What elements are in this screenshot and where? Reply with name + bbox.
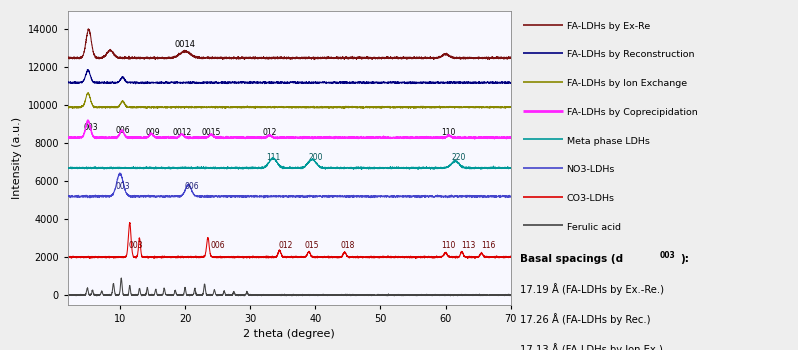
Text: 17.19 Å (FA-LDHs by Ex.-Re.): 17.19 Å (FA-LDHs by Ex.-Re.) (520, 284, 664, 295)
Text: 110: 110 (441, 128, 456, 137)
Text: Ferulic acid: Ferulic acid (567, 223, 621, 232)
Text: NO3-LDHs: NO3-LDHs (567, 165, 615, 174)
Text: 17.13 Å (FA-LDHs by Ion Ex.): 17.13 Å (FA-LDHs by Ion Ex.) (520, 343, 663, 350)
Text: 0015: 0015 (201, 128, 221, 137)
Text: 116: 116 (480, 240, 495, 250)
Text: 018: 018 (341, 240, 355, 250)
Text: 111: 111 (266, 153, 280, 162)
Text: 110: 110 (441, 240, 456, 250)
Text: 012: 012 (263, 128, 277, 137)
Text: 220: 220 (452, 153, 466, 162)
Text: FA-LDHs by Ion Exchange: FA-LDHs by Ion Exchange (567, 79, 687, 88)
Text: 009: 009 (145, 128, 160, 137)
Text: FA-LDHs by Coprecipidation: FA-LDHs by Coprecipidation (567, 108, 697, 117)
Text: Meta phase LDHs: Meta phase LDHs (567, 136, 650, 146)
X-axis label: 2 theta (degree): 2 theta (degree) (243, 329, 335, 339)
Text: Basal spacings (d: Basal spacings (d (520, 254, 623, 264)
Text: 003: 003 (660, 251, 676, 260)
Text: 0012: 0012 (172, 128, 192, 137)
Y-axis label: Intensity (a.u.): Intensity (a.u.) (13, 117, 22, 198)
Text: FA-LDHs by Ex-Re: FA-LDHs by Ex-Re (567, 22, 650, 31)
Text: 015: 015 (305, 240, 319, 250)
Text: 006: 006 (211, 240, 225, 250)
Text: 113: 113 (461, 240, 476, 250)
Text: 003: 003 (129, 240, 144, 250)
Text: 006: 006 (184, 182, 199, 191)
Text: ):: ): (680, 254, 689, 264)
Text: FA-LDHs by Reconstruction: FA-LDHs by Reconstruction (567, 50, 694, 60)
Text: 003: 003 (83, 123, 98, 132)
Text: 003: 003 (116, 182, 131, 191)
Text: 200: 200 (308, 153, 322, 162)
Text: 17.26 Å (FA-LDHs by Rec.): 17.26 Å (FA-LDHs by Rec.) (520, 313, 651, 325)
Text: 012: 012 (279, 240, 293, 250)
Text: 0014: 0014 (175, 40, 196, 49)
Text: CO3-LDHs: CO3-LDHs (567, 194, 614, 203)
Text: 006: 006 (116, 126, 131, 135)
